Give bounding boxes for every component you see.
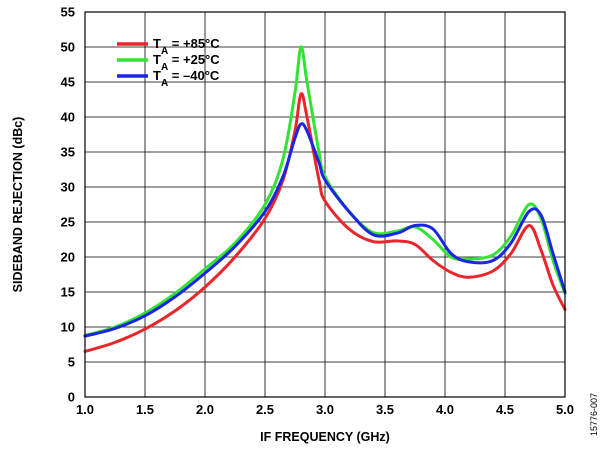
legend-label-1: TA = +25°C — [153, 52, 220, 73]
legend-label-2: TA = –40°C — [153, 68, 220, 89]
y-tick-labels: 0 5 10 15 20 25 30 35 40 45 50 55 — [61, 5, 75, 405]
x-tick-label: 3.5 — [376, 402, 394, 417]
y-tick-label: 35 — [61, 145, 75, 160]
x-tick-label: 1.5 — [136, 402, 154, 417]
x-tick-label: 2.5 — [256, 402, 274, 417]
y-tick-label: 55 — [61, 5, 75, 20]
plot-frame — [84, 11, 566, 398]
y-tick-label: 10 — [61, 320, 75, 335]
y-tick-label: 30 — [61, 180, 75, 195]
y-tick-label: 40 — [61, 110, 75, 125]
series-line-2 — [83, 122, 567, 338]
y-tick-label: 20 — [61, 250, 75, 265]
y-axis-title: SIDEBAND REJECTION (dBc) — [11, 117, 25, 293]
x-axis-title: IF FREQUENCY (GHz) — [260, 430, 390, 444]
y-tick-label: 5 — [68, 355, 75, 370]
legend: TA = +85°CTA = +25°CTA = –40°C — [117, 36, 220, 89]
y-tick-label: 45 — [61, 75, 75, 90]
series-line-0 — [83, 92, 567, 353]
x-tick-label: 5.0 — [556, 402, 574, 417]
x-tick-labels: 1.0 1.5 2.0 2.5 3.0 3.5 4.0 4.5 5.0 — [76, 402, 574, 417]
y-tick-label: 25 — [61, 215, 75, 230]
legend-label-0: TA = +85°C — [153, 36, 220, 57]
y-tick-label: 0 — [68, 390, 75, 405]
x-tick-label: 3.0 — [316, 402, 334, 417]
series-lines — [83, 45, 567, 353]
x-tick-label: 2.0 — [196, 402, 214, 417]
x-tick-label: 4.5 — [496, 402, 514, 417]
x-tick-label: 4.0 — [436, 402, 454, 417]
y-tick-label: 15 — [61, 285, 75, 300]
y-tick-label: 50 — [61, 40, 75, 55]
x-tick-label: 1.0 — [76, 402, 94, 417]
figure-id: 15776-007 — [589, 393, 599, 436]
